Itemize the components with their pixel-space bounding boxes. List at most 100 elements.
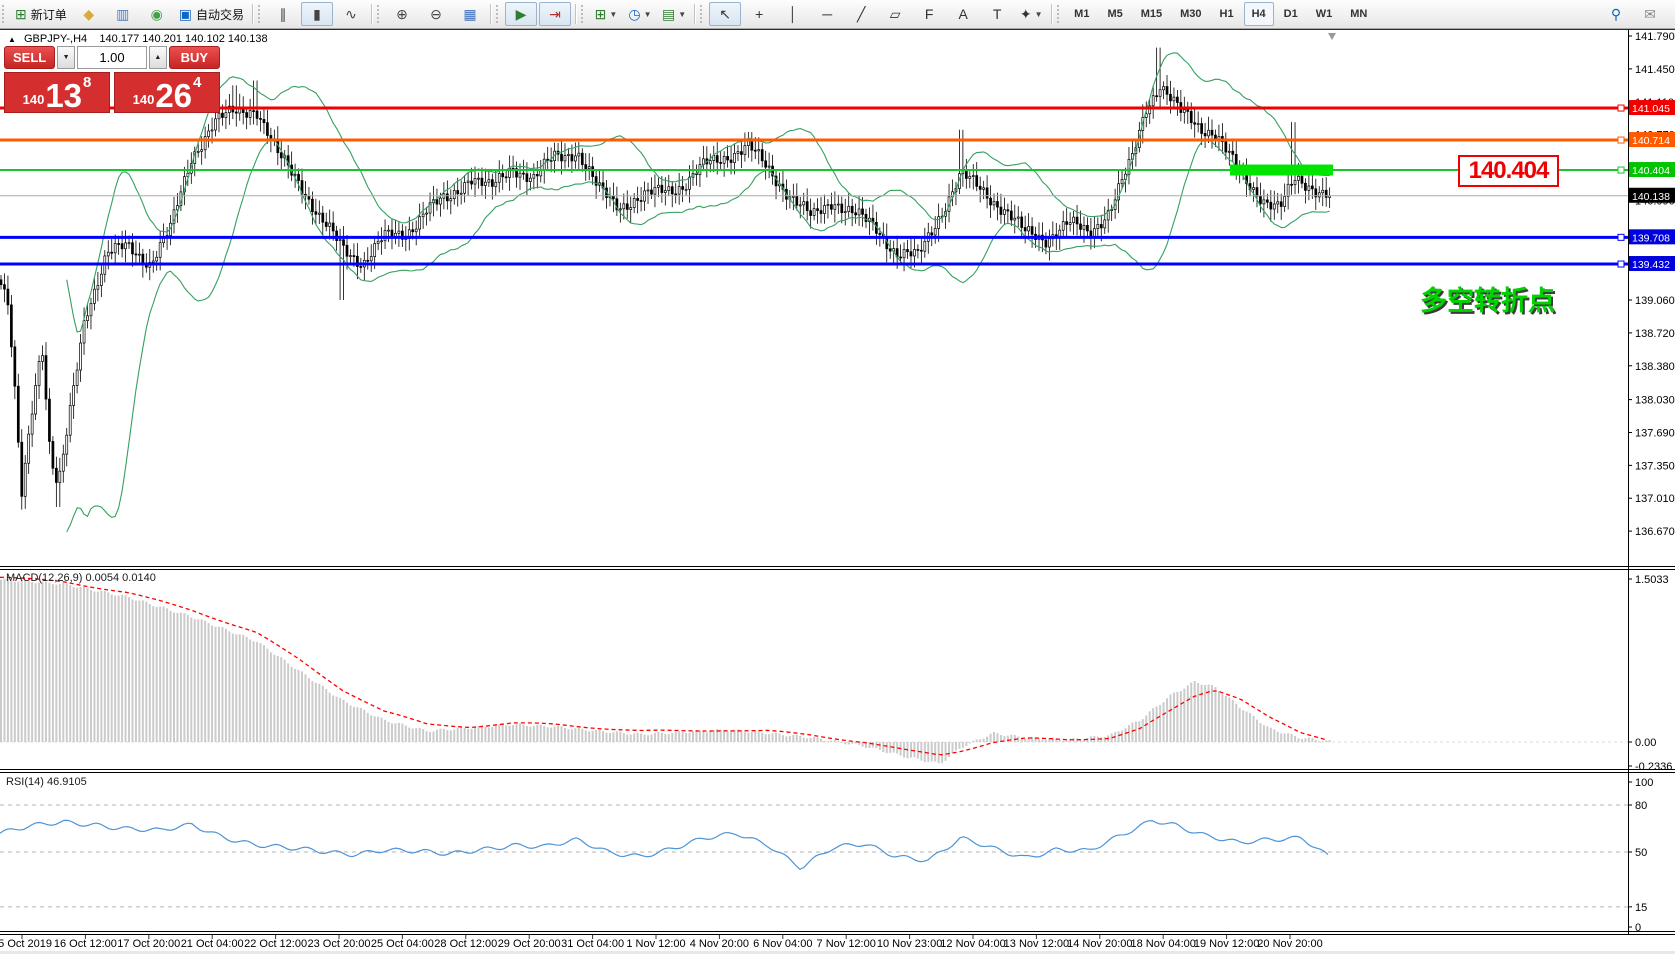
svg-text:141.045: 141.045 xyxy=(1632,103,1670,115)
search-button[interactable]: ⚲ xyxy=(1600,2,1632,26)
zoom-in-button[interactable]: ⊕ xyxy=(386,2,418,26)
chart-shift-icon: ⇥ xyxy=(549,6,561,22)
timeframe-h1[interactable]: H1 xyxy=(1219,8,1234,20)
templates-icon: ▤ xyxy=(662,6,676,22)
time-axis-label: 15 Oct 2019 xyxy=(0,938,52,950)
price-callout-annotation[interactable]: 140.404 xyxy=(1458,155,1559,187)
horizontal-line-icon: ─ xyxy=(822,6,833,22)
chat-button[interactable]: ✉ xyxy=(1634,2,1666,26)
time-axis-label: 4 Nov 20:00 xyxy=(689,938,750,950)
chart-shift-button[interactable]: ⇥ xyxy=(539,2,571,26)
svg-text:140.714: 140.714 xyxy=(1632,135,1670,147)
collapse-triangle-icon[interactable]: ▲ xyxy=(8,35,16,44)
templates-button-dropdown-icon[interactable]: ▼ xyxy=(678,9,687,19)
search-icon: ⚲ xyxy=(1610,6,1622,22)
periods-icon: ◷ xyxy=(628,6,641,22)
price-axis-label: 137.690 xyxy=(1635,427,1675,439)
bar-chart-button[interactable]: ∥ xyxy=(267,2,299,26)
volume-decrease-button[interactable]: ▼ xyxy=(57,46,75,69)
templates-button[interactable]: ▤ ▼ xyxy=(658,2,690,26)
signals-button[interactable]: ◉ xyxy=(141,2,173,26)
tile-windows-icon: ▦ xyxy=(463,6,477,22)
vertical-line-button[interactable]: │ xyxy=(777,2,809,26)
horizontal-line-button[interactable]: ─ xyxy=(811,2,843,26)
timeframe-d1[interactable]: D1 xyxy=(1283,8,1298,20)
last-bar-marker-icon xyxy=(1328,33,1336,40)
publish-chart-button[interactable]: ▥ xyxy=(107,2,139,26)
candlestick-chart-button[interactable]: ▮ xyxy=(301,2,333,26)
macd-panel[interactable] xyxy=(0,576,1628,764)
line-anchor-marker[interactable] xyxy=(1617,260,1625,268)
price-axis-label: 137.350 xyxy=(1635,460,1675,472)
periods-button-dropdown-icon[interactable]: ▼ xyxy=(643,9,652,19)
text-label-button[interactable]: T xyxy=(981,2,1013,26)
channel-button[interactable]: ▱ xyxy=(879,2,911,26)
macd-indicator-label: MACD(12,26,9) 0.0054 0.0140 xyxy=(6,572,156,584)
line-anchor-marker[interactable] xyxy=(1617,233,1625,241)
time-axis-label: 13 Nov 12:00 xyxy=(1003,938,1070,950)
text-button[interactable]: A xyxy=(947,2,979,26)
trendline-icon: ╱ xyxy=(856,6,866,22)
green-highlight-bar[interactable] xyxy=(1230,164,1333,176)
time-axis-label: 22 Oct 12:00 xyxy=(244,938,308,950)
volume-input[interactable] xyxy=(77,46,147,69)
crosshair-button[interactable]: + xyxy=(743,2,775,26)
arrows-button-dropdown-icon[interactable]: ▼ xyxy=(1034,9,1043,19)
crosshair-icon: + xyxy=(755,6,764,22)
new-chart-button[interactable]: ⊞ ▼ xyxy=(590,2,622,26)
tile-windows-button[interactable]: ▦ xyxy=(454,2,486,26)
time-axis-label: 17 Oct 20:00 xyxy=(117,938,181,950)
time-axis-label: 20 Nov 20:00 xyxy=(1257,938,1323,950)
sell-button[interactable]: SELL xyxy=(4,46,56,69)
price-axis-label: 136.670 xyxy=(1635,526,1675,538)
eraser-icon: ◆ xyxy=(83,6,95,22)
eraser-button[interactable]: ◆ xyxy=(73,2,105,26)
trendline-button[interactable]: ╱ xyxy=(845,2,877,26)
rsi-indicator-label: RSI(14) 46.9105 xyxy=(6,776,87,788)
timeframe-m15[interactable]: M15 xyxy=(1140,8,1163,20)
auto-scroll-button[interactable]: ▶ xyxy=(505,2,537,26)
line-anchor-marker[interactable] xyxy=(1617,104,1625,112)
line-anchor-marker[interactable] xyxy=(1617,136,1625,144)
cursor-button[interactable]: ↖ xyxy=(709,2,742,26)
periods-button[interactable]: ◷ ▼ xyxy=(624,2,656,26)
price-line-tag xyxy=(1629,100,1675,116)
time-axis-label: 1 Nov 12:00 xyxy=(626,938,686,950)
timeframe-m30[interactable]: M30 xyxy=(1180,8,1202,20)
buy-price-quote[interactable]: 140 26 4 xyxy=(114,72,220,113)
price-axis-label: 141.450 xyxy=(1635,64,1675,76)
timeframe-m5[interactable]: M5 xyxy=(1107,8,1123,20)
new-order-button[interactable]: ⊞ 新订单 xyxy=(11,2,71,26)
autotrade-button[interactable]: ▣ 自动交易 xyxy=(175,2,248,26)
timeframe-h4[interactable]: H4 xyxy=(1243,2,1274,26)
timeframe-mn[interactable]: MN xyxy=(1350,8,1368,20)
svg-text:139.708: 139.708 xyxy=(1632,232,1670,244)
time-axis-label: 25 Oct 04:00 xyxy=(370,938,434,950)
new-chart-button-dropdown-icon[interactable]: ▼ xyxy=(609,9,618,19)
price-axis-label: 139.060 xyxy=(1635,295,1675,307)
svg-text:139.432: 139.432 xyxy=(1632,259,1670,271)
chat-icon: ✉ xyxy=(1644,6,1656,22)
new-order-button-label: 新订单 xyxy=(30,7,67,22)
arrows-icon: ✦ xyxy=(1019,6,1032,22)
rsi-panel[interactable] xyxy=(0,804,1628,908)
macd-axis-label: 1.5033 xyxy=(1635,574,1669,586)
fibonacci-button[interactable]: F xyxy=(913,2,945,26)
svg-text:140.138: 140.138 xyxy=(1632,191,1670,203)
timeframe-w1[interactable]: W1 xyxy=(1315,8,1333,20)
time-axis-label: 12 Nov 04:00 xyxy=(940,938,1006,950)
timeframe-m1[interactable]: M1 xyxy=(1074,8,1090,20)
volume-increase-button[interactable]: ▲ xyxy=(149,46,167,69)
buy-button[interactable]: BUY xyxy=(168,46,220,69)
sell-price-point: 8 xyxy=(83,74,92,91)
price-axis-label: 141.790 xyxy=(1635,31,1675,43)
time-axis-label: 16 Oct 12:00 xyxy=(53,938,117,950)
arrows-button[interactable]: ✦ ▼ xyxy=(1015,2,1047,26)
zoom-out-button[interactable]: ⊖ xyxy=(420,2,452,26)
line-anchor-marker[interactable] xyxy=(1617,166,1625,174)
turning-point-annotation[interactable]: 多空转折点 xyxy=(1420,286,1555,316)
sell-price-quote[interactable]: 140 13 8 xyxy=(4,72,110,113)
line-chart-button[interactable]: ∿ xyxy=(335,2,367,26)
